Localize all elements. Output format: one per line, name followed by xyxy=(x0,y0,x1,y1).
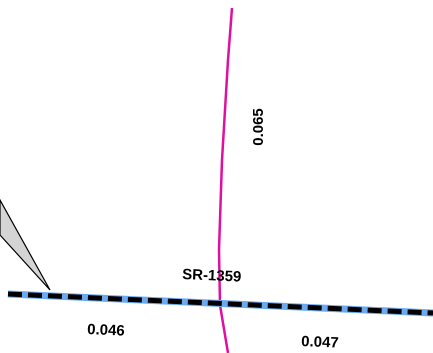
route-dash-overlay xyxy=(7,291,433,316)
vertical-route-value-label: 0.065 xyxy=(250,108,267,146)
callout-pointer xyxy=(0,198,51,291)
left-segment-value-label: 0.046 xyxy=(87,321,125,340)
vertical-route-line[interactable] xyxy=(217,7,234,353)
route-name-label: SR-1359 xyxy=(182,266,242,286)
right-segment-value-label: 0.047 xyxy=(301,333,339,352)
